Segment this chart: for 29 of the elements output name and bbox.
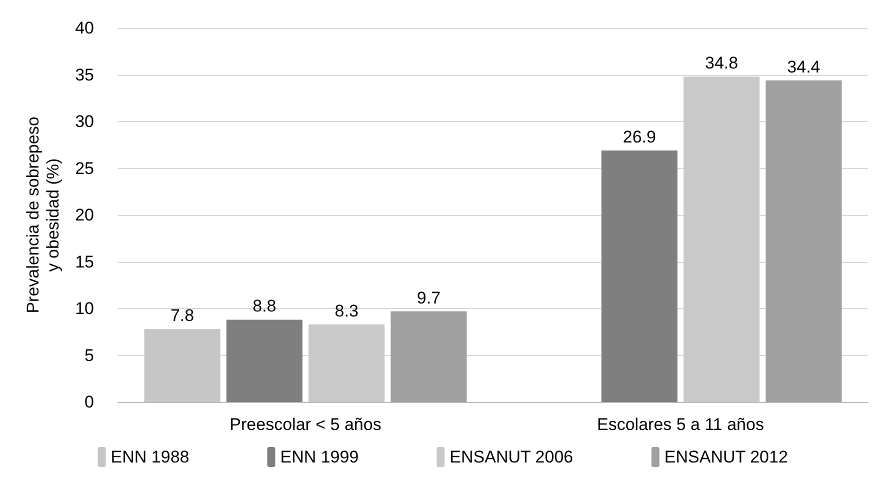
data-label: 26.9 [622,127,656,146]
bar [390,311,467,402]
x-tick-label: Escolares 5 a 11 años [597,415,764,434]
data-label: 8.8 [252,296,276,316]
legend-label: ENN 1999 [280,448,359,466]
y-tick-label: 15 [75,252,94,272]
data-label: 34.4 [787,57,820,76]
y-tick-label: 40 [75,18,94,38]
y-tick-label: 25 [75,158,94,178]
y-tick-label: 30 [75,112,94,131]
bar [226,320,302,402]
data-label: 34.8 [705,54,738,73]
legend-label: ENN 1988 [110,448,190,466]
data-label: 9.7 [416,288,441,308]
bar [766,80,842,402]
bar [308,324,385,402]
y-axis-title: Prevalencia de sobrepeso y obesidad (%) [24,116,62,314]
y-tick-label: 0 [84,392,94,412]
x-tick-label: Preescolar < 5 años [230,415,382,434]
y-tick-label: 35 [75,65,94,84]
data-label: 7.8 [170,306,194,326]
y-tick-label: 10 [75,299,94,318]
bar [601,150,678,402]
y-tick-label: 20 [75,206,94,224]
y-tick-label: 5 [84,346,94,365]
legend-label: ENSANUT 2006 [450,448,574,466]
legend-label: ENSANUT 2012 [664,448,788,466]
data-label: 8.3 [334,301,358,320]
bar [684,76,760,402]
